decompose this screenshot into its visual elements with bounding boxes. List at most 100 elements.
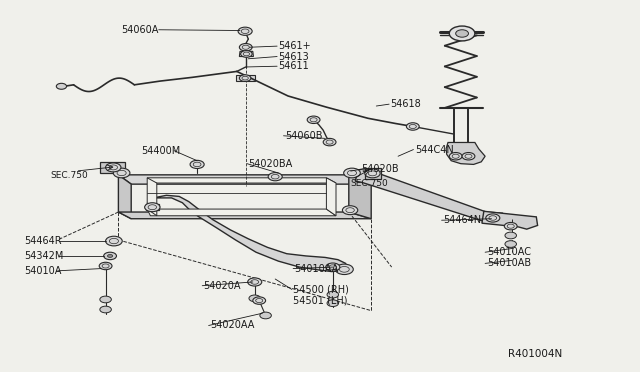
Circle shape — [344, 168, 360, 178]
Text: 54501 (LH): 54501 (LH) — [293, 296, 348, 305]
Circle shape — [109, 165, 118, 170]
Circle shape — [109, 238, 118, 244]
Text: 54342M: 54342M — [24, 251, 64, 261]
Circle shape — [346, 208, 355, 213]
Circle shape — [348, 170, 356, 176]
Circle shape — [271, 174, 279, 179]
Circle shape — [242, 45, 250, 49]
Circle shape — [99, 262, 112, 270]
Circle shape — [406, 123, 419, 130]
Circle shape — [335, 264, 353, 275]
Circle shape — [145, 203, 160, 212]
Circle shape — [365, 169, 380, 178]
Polygon shape — [482, 211, 538, 229]
Circle shape — [268, 173, 282, 181]
Text: 54400M: 54400M — [141, 146, 180, 155]
Circle shape — [449, 153, 462, 160]
Circle shape — [327, 291, 339, 298]
Circle shape — [489, 216, 497, 220]
Circle shape — [241, 29, 249, 33]
Text: R401004N: R401004N — [508, 349, 562, 359]
Polygon shape — [349, 175, 371, 219]
Circle shape — [260, 312, 271, 319]
Circle shape — [339, 266, 349, 272]
Circle shape — [505, 241, 516, 247]
Circle shape — [117, 170, 126, 176]
Polygon shape — [236, 75, 255, 81]
Circle shape — [449, 26, 475, 41]
Circle shape — [504, 222, 517, 230]
Text: 544C4N: 544C4N — [415, 145, 454, 154]
Circle shape — [106, 236, 122, 246]
Polygon shape — [147, 178, 157, 216]
Circle shape — [238, 27, 252, 35]
Text: 54500 (RH): 54500 (RH) — [293, 285, 349, 294]
Polygon shape — [118, 175, 371, 184]
Text: 54060B: 54060B — [285, 131, 323, 141]
Circle shape — [327, 300, 339, 307]
Circle shape — [190, 160, 204, 169]
Circle shape — [326, 140, 333, 144]
Circle shape — [465, 154, 472, 158]
Text: 54464N: 54464N — [443, 215, 481, 225]
Polygon shape — [147, 178, 336, 183]
Text: 54611: 54611 — [278, 61, 309, 71]
Circle shape — [508, 224, 515, 228]
Polygon shape — [239, 51, 253, 57]
Polygon shape — [100, 162, 125, 173]
Circle shape — [249, 295, 260, 302]
Text: SEC.750: SEC.750 — [50, 171, 88, 180]
Polygon shape — [326, 178, 336, 216]
Text: 54010AA: 54010AA — [294, 264, 339, 273]
Polygon shape — [365, 168, 381, 179]
Text: 54020B: 54020B — [362, 164, 399, 174]
Circle shape — [310, 118, 317, 122]
Circle shape — [248, 278, 262, 286]
Text: 54613: 54613 — [278, 52, 309, 61]
Text: 54020AA: 54020AA — [210, 321, 254, 330]
Circle shape — [462, 153, 475, 160]
Circle shape — [486, 214, 500, 222]
Circle shape — [329, 265, 337, 269]
Text: 54010AC: 54010AC — [488, 247, 532, 257]
Circle shape — [239, 44, 252, 51]
Circle shape — [113, 168, 130, 178]
Circle shape — [242, 76, 248, 80]
Circle shape — [100, 306, 111, 313]
Circle shape — [326, 263, 340, 271]
Circle shape — [241, 51, 252, 57]
Polygon shape — [446, 142, 485, 164]
Polygon shape — [355, 169, 502, 223]
Circle shape — [243, 52, 250, 56]
Circle shape — [148, 205, 157, 210]
Text: SEC.750: SEC.750 — [351, 179, 388, 187]
Circle shape — [239, 75, 251, 81]
Circle shape — [253, 297, 266, 304]
Text: 5461+: 5461+ — [278, 41, 311, 51]
Polygon shape — [146, 204, 159, 210]
Text: 54464R: 54464R — [24, 236, 62, 246]
Polygon shape — [147, 195, 347, 272]
Circle shape — [104, 252, 116, 260]
Circle shape — [256, 298, 263, 303]
Polygon shape — [147, 209, 336, 216]
Text: 54010A: 54010A — [24, 266, 61, 276]
Circle shape — [102, 264, 109, 268]
Circle shape — [106, 163, 121, 172]
Circle shape — [368, 171, 377, 176]
Circle shape — [251, 280, 259, 284]
Polygon shape — [118, 175, 131, 219]
Circle shape — [323, 138, 336, 146]
Text: 54020A: 54020A — [204, 281, 241, 291]
Circle shape — [505, 232, 516, 239]
Text: 54060A: 54060A — [122, 25, 159, 35]
Circle shape — [452, 154, 459, 158]
Circle shape — [56, 83, 67, 89]
Circle shape — [307, 116, 320, 124]
Polygon shape — [118, 212, 371, 219]
Circle shape — [100, 296, 111, 303]
Text: 54010AB: 54010AB — [488, 259, 532, 268]
Circle shape — [342, 206, 358, 215]
Circle shape — [193, 162, 201, 167]
Circle shape — [108, 254, 113, 257]
